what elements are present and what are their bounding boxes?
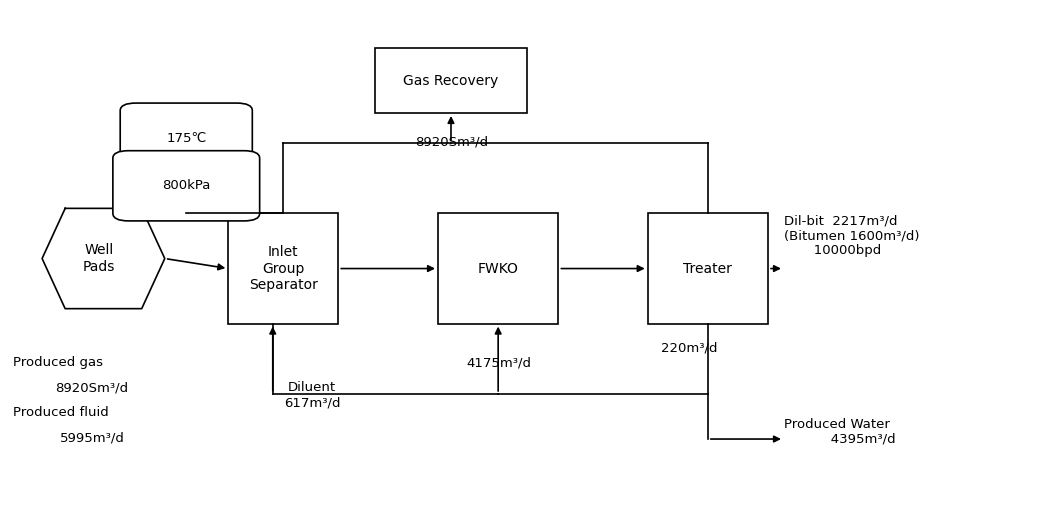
- Text: Diluent
617m³/d: Diluent 617m³/d: [284, 381, 340, 409]
- Bar: [229, 213, 338, 323]
- Text: Treater: Treater: [683, 262, 733, 275]
- Text: FWKO: FWKO: [477, 262, 519, 275]
- Text: Inlet
Group
Separator: Inlet Group Separator: [249, 245, 317, 292]
- Bar: [647, 213, 768, 323]
- Text: 8920Sm³/d: 8920Sm³/d: [55, 381, 129, 394]
- FancyBboxPatch shape: [113, 151, 259, 221]
- Text: 5995m³/d: 5995m³/d: [59, 431, 124, 445]
- Text: 220m³/d: 220m³/d: [661, 341, 718, 354]
- Text: Produced gas: Produced gas: [14, 356, 103, 369]
- Text: Dil-bit  2217m³/d
(Bitumen 1600m³/d)
       10000bpd: Dil-bit 2217m³/d (Bitumen 1600m³/d) 1000…: [784, 214, 919, 258]
- Text: 175℃: 175℃: [167, 132, 207, 144]
- Text: Produced fluid: Produced fluid: [14, 407, 109, 419]
- Text: Produced Water
           4395m³/d: Produced Water 4395m³/d: [784, 417, 896, 446]
- Bar: [437, 213, 559, 323]
- Text: Gas Recovery: Gas Recovery: [404, 74, 499, 88]
- Text: 800kPa: 800kPa: [162, 179, 211, 192]
- Text: Well
Pads: Well Pads: [82, 243, 115, 274]
- FancyBboxPatch shape: [120, 103, 252, 173]
- Bar: [375, 48, 527, 113]
- Text: 4175m³/d: 4175m³/d: [466, 356, 531, 369]
- Text: 8920Sm³/d: 8920Sm³/d: [415, 136, 488, 149]
